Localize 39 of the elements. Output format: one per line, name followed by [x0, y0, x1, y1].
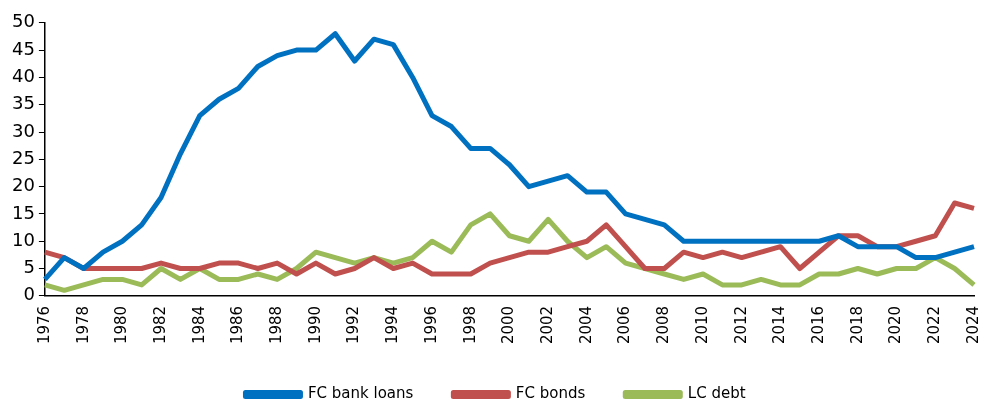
y-tick-label: 20 — [12, 174, 35, 196]
x-tick-label: 2020 — [886, 305, 905, 345]
y-tick-label: 45 — [12, 37, 35, 59]
x-tick-label: 2012 — [731, 305, 750, 345]
y-tick-label: 25 — [12, 146, 35, 168]
x-tick-label: 1982 — [150, 305, 169, 345]
y-tick-label: 5 — [23, 256, 35, 278]
y-tick-label: 40 — [12, 65, 35, 87]
x-tick-label: 2014 — [770, 305, 789, 345]
x-tick-label: 1986 — [228, 305, 247, 345]
y-tick-label: 15 — [12, 201, 35, 223]
x-tick-label: 2016 — [809, 305, 828, 345]
legend-label: FC bonds — [515, 384, 586, 403]
x-tick-label: 1996 — [421, 305, 440, 345]
x-tick-label: 2002 — [538, 305, 557, 345]
x-tick-label: 2022 — [925, 305, 944, 345]
legend-label: LC debt — [687, 384, 746, 403]
x-tick-label: 1992 — [344, 305, 363, 345]
x-tick-label: 1976 — [34, 305, 53, 345]
x-tick-label: 2000 — [499, 305, 518, 345]
x-tick-label: 1988 — [267, 305, 286, 345]
x-tick-label: 2004 — [576, 305, 595, 345]
legend-label: FC bank loans — [307, 384, 414, 403]
y-tick-label: 10 — [12, 228, 35, 250]
x-tick-label: 2010 — [692, 305, 711, 345]
x-tick-label: 2024 — [963, 305, 982, 345]
x-tick-label: 2018 — [847, 305, 866, 345]
y-tick-label: 50 — [12, 10, 35, 32]
y-tick-label: 35 — [12, 92, 35, 114]
x-tick-label: 2008 — [654, 305, 673, 345]
x-tick-label: 1984 — [189, 305, 208, 345]
x-tick-label: 2006 — [615, 305, 634, 345]
y-tick-label: 30 — [12, 119, 35, 141]
x-tick-label: 1994 — [383, 305, 402, 345]
y-tick-label: 0 — [23, 283, 35, 305]
x-tick-label: 1990 — [305, 305, 324, 345]
x-tick-label: 1980 — [112, 305, 131, 345]
x-tick-label: 1978 — [73, 305, 92, 345]
x-tick-label: 1998 — [460, 305, 479, 345]
